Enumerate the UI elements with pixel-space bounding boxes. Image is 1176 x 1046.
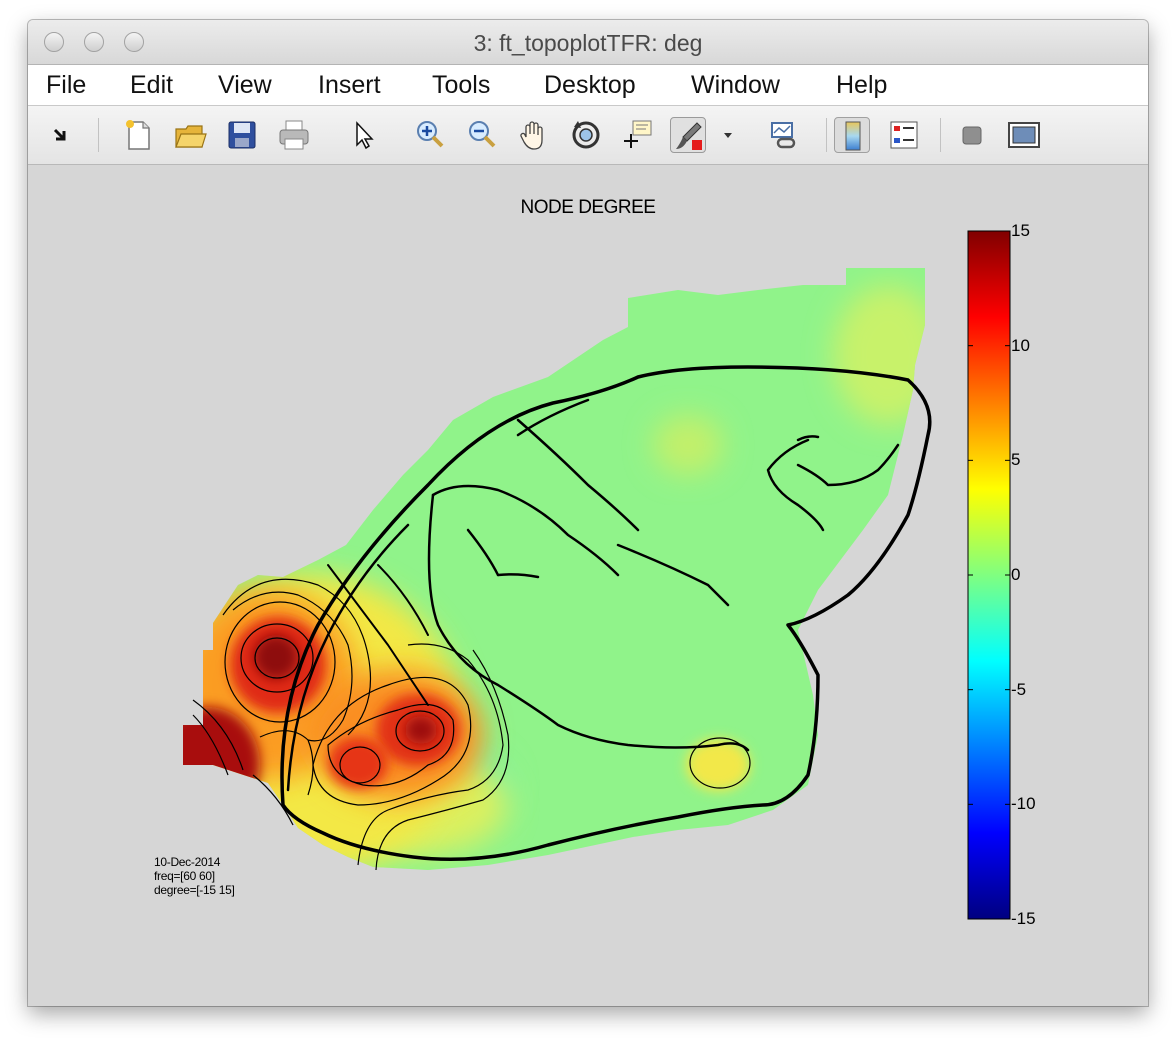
menu-file[interactable]: File: [46, 71, 87, 99]
colorbar-tick-label: 15: [1011, 221, 1030, 240]
heatmap-yellow-spot-north: [653, 415, 723, 475]
save-icon[interactable]: [224, 117, 260, 153]
menu-desktop[interactable]: Desktop: [544, 71, 636, 99]
contour-lines: [192, 578, 751, 871]
heatmap-darkred-corner: [183, 707, 260, 823]
figure-canvas[interactable]: NODE DEGREE: [28, 165, 1148, 1006]
toolbar-separator: [940, 118, 941, 152]
menu-insert[interactable]: Insert: [318, 71, 381, 99]
figure-window: 3: ft_topoplotTFR: deg File Edit View In…: [28, 20, 1148, 1006]
close-window-button[interactable]: [44, 32, 64, 52]
heatmap-yellow-spot-east: [686, 739, 750, 791]
menu-tools[interactable]: Tools: [432, 71, 491, 99]
heatmap-red-spot-southwest: [328, 737, 388, 789]
minimize-window-button[interactable]: [84, 32, 104, 52]
colorbar-ticks: [968, 230, 1010, 920]
plot-date: 10-Dec-2014: [154, 855, 221, 869]
window-title: 3: ft_topoplotTFR: deg: [473, 30, 703, 56]
zoom-in-icon[interactable]: [412, 117, 448, 153]
pointer-icon[interactable]: [346, 117, 382, 153]
heatmap-darkred-center: [405, 716, 437, 744]
toolbar: [28, 106, 1148, 165]
brain-outline: [280, 365, 932, 861]
open-file-icon[interactable]: [172, 117, 208, 153]
colorbar-tick-label: 5: [1011, 450, 1021, 470]
legend-icon[interactable]: [886, 117, 922, 153]
rotate-3d-icon[interactable]: [568, 117, 604, 153]
menu-edit[interactable]: Edit: [130, 71, 174, 99]
zoom-window-button[interactable]: [124, 32, 144, 52]
colorbar-tick-label: -5: [1011, 679, 1027, 699]
menu-view[interactable]: View: [218, 71, 272, 99]
colorbar[interactable]: [967, 230, 1011, 920]
dock-arrow-icon[interactable]: [44, 117, 80, 153]
menu-bar: File Edit View Insert Tools Desktop Wind…: [28, 65, 1148, 106]
colorbar-icon[interactable]: [834, 117, 870, 153]
heatmap-darkred-spot: [254, 635, 298, 679]
menu-window[interactable]: Window: [691, 71, 780, 99]
pan-hand-icon[interactable]: [516, 117, 552, 153]
print-icon[interactable]: [276, 117, 312, 153]
plot-title: NODE DEGREE: [520, 197, 656, 218]
colorbar-tick-label: 10: [1011, 335, 1030, 355]
data-cursor-icon[interactable]: [620, 117, 656, 153]
plot-degree-range: degree=[-15 15]: [154, 883, 235, 897]
colorbar-tick-label: -15: [1011, 909, 1036, 928]
topoplot-axes[interactable]: [28, 165, 1148, 1006]
toolbar-separator: [826, 118, 827, 152]
colorbar-gradient: [967, 230, 1011, 920]
menu-help[interactable]: Help: [836, 71, 888, 99]
plot-freq: freq=[60 60]: [154, 869, 215, 883]
hide-tools-icon[interactable]: [954, 117, 990, 153]
link-plot-icon[interactable]: [766, 117, 802, 153]
toolbar-separator: [98, 118, 99, 152]
show-tools-icon[interactable]: [1006, 117, 1042, 153]
heatmap-background: [183, 268, 925, 870]
colorbar-tick-label: 0: [1011, 565, 1021, 584]
title-bar: 3: ft_topoplotTFR: deg: [28, 20, 1148, 65]
zoom-out-icon[interactable]: [464, 117, 500, 153]
colorbar-tick-label: -10: [1011, 794, 1036, 814]
brush-dropdown-icon[interactable]: [720, 117, 736, 153]
new-figure-icon[interactable]: [120, 117, 156, 153]
brush-icon[interactable]: [670, 117, 706, 153]
